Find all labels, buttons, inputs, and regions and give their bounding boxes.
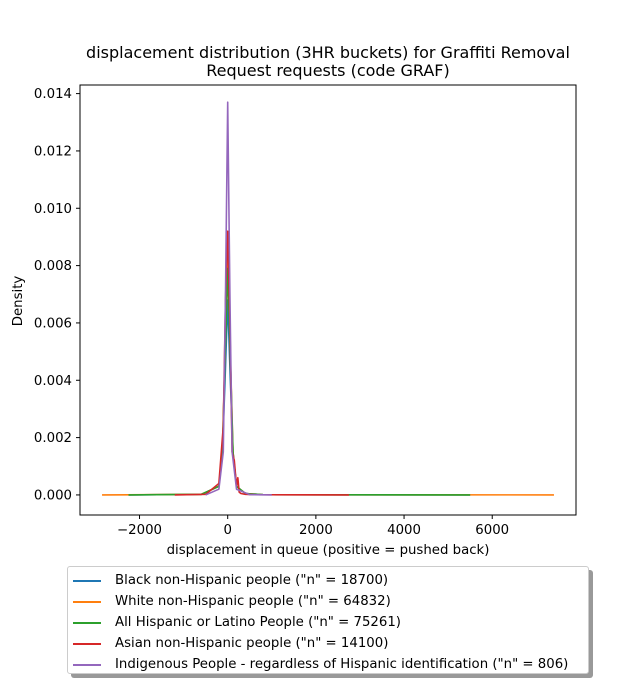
axes-frame [79,84,577,516]
y-tick-label: 0.008 [34,259,72,274]
legend-item-4: Asian non-Hispanic people ("n" = 14100) [68,633,588,654]
legend-swatch [73,663,101,666]
y-tick-label: 0.006 [34,316,72,331]
legend-swatch [73,579,101,582]
x-tick-label: 2000 [299,523,333,538]
chart-title-line-1: displacement distribution (3HR buckets) … [86,43,570,62]
y-tick-label: 0.004 [34,374,72,389]
legend-item-5: Indigenous People - regardless of Hispan… [68,654,588,675]
series-line-1 [128,299,471,496]
legend-swatch [73,642,101,645]
legend-label: All Hispanic or Latino People ("n" = 752… [115,615,401,630]
x-axis: −2000 0 2000 4000 6000 [117,515,509,538]
y-axis: 0.000 0.002 0.004 0.006 0.008 0.010 0.012 0.014 [34,87,80,503]
series-line-4 [174,230,349,496]
plot-area [79,84,577,516]
x-tick-label: −2000 [117,523,162,538]
x-tick-label: 0 [223,523,231,538]
x-tick-label: 6000 [475,523,509,538]
y-tick-label: 0.002 [34,431,72,446]
y-axis-label: Density [11,276,26,327]
density-chart: displacement distribution (3HR buckets) … [11,43,577,558]
x-axis-label: displacement in queue (positive = pushed… [167,543,490,558]
legend-label: Indigenous People - regardless of Hispan… [115,657,569,672]
chart-title-line-2: Request requests (code GRAF) [206,61,450,80]
series-line-5 [205,101,272,496]
chart-title: displacement distribution (3HR buckets) … [86,43,570,80]
x-tick-label: 4000 [387,523,421,538]
legend-item-2: White non-Hispanic people ("n" = 64832) [68,591,588,612]
legend-item-3: All Hispanic or Latino People ("n" = 752… [68,612,588,633]
legend-label: White non-Hispanic people ("n" = 64832) [115,594,391,609]
y-tick-label: 0.010 [34,202,72,217]
y-tick-label: 0.014 [34,87,72,102]
legend-swatch [73,621,101,624]
legend-label: Black non-Hispanic people ("n" = 18700) [115,573,389,588]
legend: Black non-Hispanic people ("n" = 18700) W… [67,566,589,674]
legend-item-1: Black non-Hispanic people ("n" = 18700) [68,570,588,591]
legend-label: Asian non-Hispanic people ("n" = 14100) [115,636,389,651]
series-line-3 [128,267,471,496]
y-tick-label: 0.000 [34,488,72,503]
legend-swatch [73,600,101,603]
y-tick-label: 0.012 [34,144,72,159]
series-line-2 [102,259,554,496]
